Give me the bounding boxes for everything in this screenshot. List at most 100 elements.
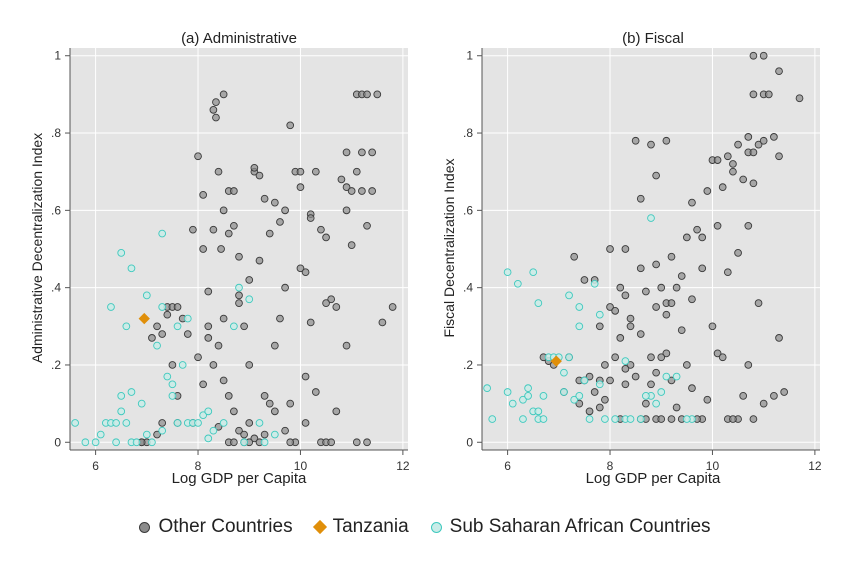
- point-other: [693, 225, 701, 234]
- point-other: [260, 392, 269, 400]
- point-other: [235, 426, 243, 435]
- x-tick-label: 12: [808, 459, 822, 473]
- point-other: [286, 121, 295, 130]
- point-other: [281, 426, 289, 435]
- point-other: [276, 218, 284, 226]
- point-ssa: [539, 392, 548, 400]
- point-other: [219, 206, 228, 215]
- point-tanzania: [138, 312, 150, 325]
- point-other: [652, 260, 660, 269]
- point-other: [368, 187, 377, 195]
- point-ssa: [534, 407, 543, 416]
- point-ssa: [255, 419, 264, 427]
- point-other: [616, 283, 625, 292]
- point-ssa: [122, 419, 131, 427]
- point-other: [590, 388, 599, 396]
- point-ssa: [260, 438, 269, 447]
- point-other: [212, 113, 220, 122]
- point-other: [636, 194, 645, 203]
- plot-area: [70, 48, 408, 450]
- point-other: [311, 167, 320, 176]
- point-ssa: [595, 380, 604, 389]
- point-other: [626, 361, 635, 369]
- point-other: [214, 422, 223, 431]
- point-other: [575, 399, 584, 408]
- point-ssa: [565, 291, 573, 300]
- point-ssa: [153, 341, 161, 350]
- point-other: [688, 198, 696, 207]
- y-tick-label: .2: [463, 358, 473, 372]
- point-other: [585, 372, 594, 381]
- point-other: [667, 415, 676, 423]
- y-tick-label: .4: [463, 281, 473, 295]
- point-other: [703, 395, 712, 404]
- point-ssa: [534, 299, 543, 307]
- x-tick-label: 12: [396, 459, 410, 473]
- point-other: [611, 353, 620, 362]
- point-other: [652, 368, 660, 377]
- point-ssa: [580, 376, 589, 385]
- point-ssa: [601, 415, 609, 423]
- point-other: [260, 194, 269, 203]
- point-other: [606, 303, 614, 311]
- point-ssa: [672, 372, 681, 381]
- point-other: [770, 133, 778, 141]
- point-other: [734, 140, 742, 149]
- panel-administrative: 6 8 10 12 0 .2 .4 .6 .8 1 (a) Administrative Admi…: [29, 30, 410, 487]
- point-other: [677, 326, 686, 335]
- point-other: [194, 152, 202, 161]
- point-ssa: [168, 380, 177, 389]
- other-countries-marker-icon: [139, 521, 151, 533]
- point-other: [570, 252, 579, 261]
- point-other: [347, 187, 356, 195]
- point-ssa: [513, 279, 522, 288]
- point-ssa: [230, 322, 238, 331]
- point-other: [183, 330, 192, 338]
- point-other: [373, 90, 382, 99]
- point-other: [204, 322, 213, 331]
- point-ssa: [245, 295, 254, 304]
- point-other: [245, 361, 254, 369]
- point-other: [301, 372, 310, 381]
- point-other: [219, 376, 228, 385]
- point-other: [204, 334, 213, 342]
- point-other: [688, 384, 696, 393]
- point-ssa: [595, 310, 604, 319]
- point-ssa: [524, 384, 532, 393]
- point-other: [621, 245, 630, 253]
- point-other: [749, 51, 758, 60]
- chart-title: (b) Fiscal: [622, 30, 684, 47]
- point-ssa: [503, 388, 512, 396]
- point-ssa: [570, 395, 579, 404]
- point-ssa: [240, 438, 248, 447]
- point-other: [601, 361, 609, 369]
- point-other: [729, 415, 737, 423]
- x-tick-label: 10: [294, 459, 308, 473]
- point-ssa: [209, 426, 218, 435]
- point-ssa: [117, 249, 126, 257]
- point-ssa: [204, 407, 213, 416]
- point-other: [209, 361, 218, 369]
- point-other: [214, 341, 223, 350]
- point-other: [363, 90, 371, 99]
- point-ssa: [560, 388, 568, 396]
- point-other: [270, 198, 279, 207]
- y-tick-label: 1: [54, 49, 61, 63]
- point-other: [744, 221, 753, 230]
- point-other: [240, 322, 248, 331]
- point-ssa: [142, 430, 151, 439]
- x-tick-label: 8: [607, 459, 614, 473]
- point-other: [337, 175, 346, 184]
- point-ssa: [158, 229, 167, 238]
- point-other: [322, 233, 330, 242]
- point-other: [754, 299, 763, 307]
- point-other: [352, 438, 361, 447]
- point-other: [332, 407, 341, 416]
- y-axis-label: Fiscal Decentralization Index: [441, 159, 457, 338]
- point-ssa: [127, 264, 136, 273]
- point-other: [713, 156, 722, 164]
- point-ssa: [539, 415, 548, 423]
- point-other: [306, 214, 315, 222]
- legend-item-tanzania: Tanzania: [312, 516, 409, 538]
- point-other: [235, 291, 243, 300]
